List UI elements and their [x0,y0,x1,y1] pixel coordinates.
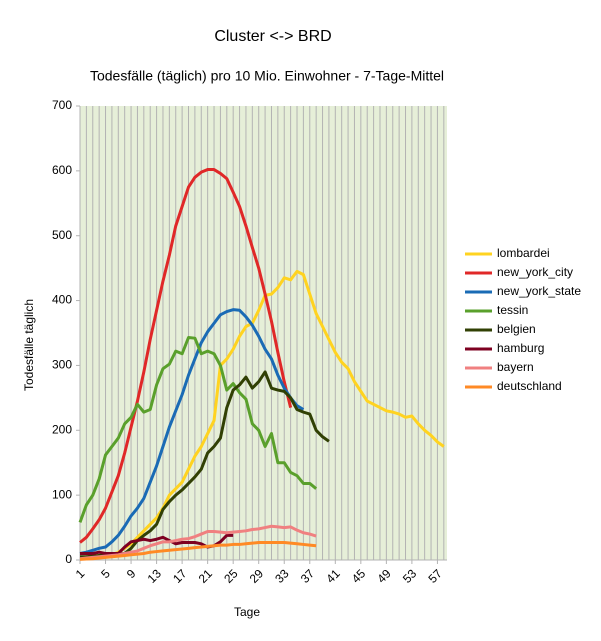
legend-label: new_york_city [497,265,573,279]
legend-label: lombardei [497,246,550,260]
x-tick-label: 1 [73,566,88,581]
plot-area [80,106,447,560]
y-tick-label: 200 [52,422,72,436]
legend-label: deutschland [497,379,562,393]
y-tick-label: 100 [52,487,72,501]
x-tick-label: 53 [400,566,420,586]
legend-label: new_york_state [497,284,581,298]
x-axis-label: Tage [234,605,260,619]
legend-label: belgien [497,322,536,336]
y-tick-label: 500 [52,228,72,242]
chart-subtitle: Todesfälle (täglich) pro 10 Mio. Einwohn… [90,68,444,84]
y-tick-label: 400 [52,293,72,307]
x-tick-label: 21 [196,566,216,586]
y-tick-label: 600 [52,163,72,177]
chart-title: Cluster <-> BRD [214,28,331,45]
x-tick-label: 17 [170,566,190,586]
legend-label: bayern [497,360,534,374]
series-line [78,336,318,523]
x-tick-label: 5 [98,566,113,581]
y-tick-label: 700 [52,98,72,112]
x-tick-label: 37 [298,566,318,586]
x-tick-label: 49 [374,566,394,586]
x-tick-label: 13 [145,566,165,586]
y-axis-label: Todesfälle täglich [22,299,36,391]
legend-label: hamburg [497,341,544,355]
series-line [79,540,317,561]
x-tick-label: 57 [425,566,445,586]
x-tick-label: 9 [124,566,139,581]
y-tick-label: 300 [52,358,72,372]
x-tick-label: 25 [221,566,241,586]
legend-label: tessin [497,303,528,317]
series-line [79,308,305,555]
x-tick-label: 41 [323,566,343,586]
y-tick-label: 0 [65,552,72,566]
x-tick-label: 33 [272,566,292,586]
x-tick-label: 45 [349,566,369,586]
series-line [79,168,293,544]
x-tick-label: 29 [247,566,267,586]
